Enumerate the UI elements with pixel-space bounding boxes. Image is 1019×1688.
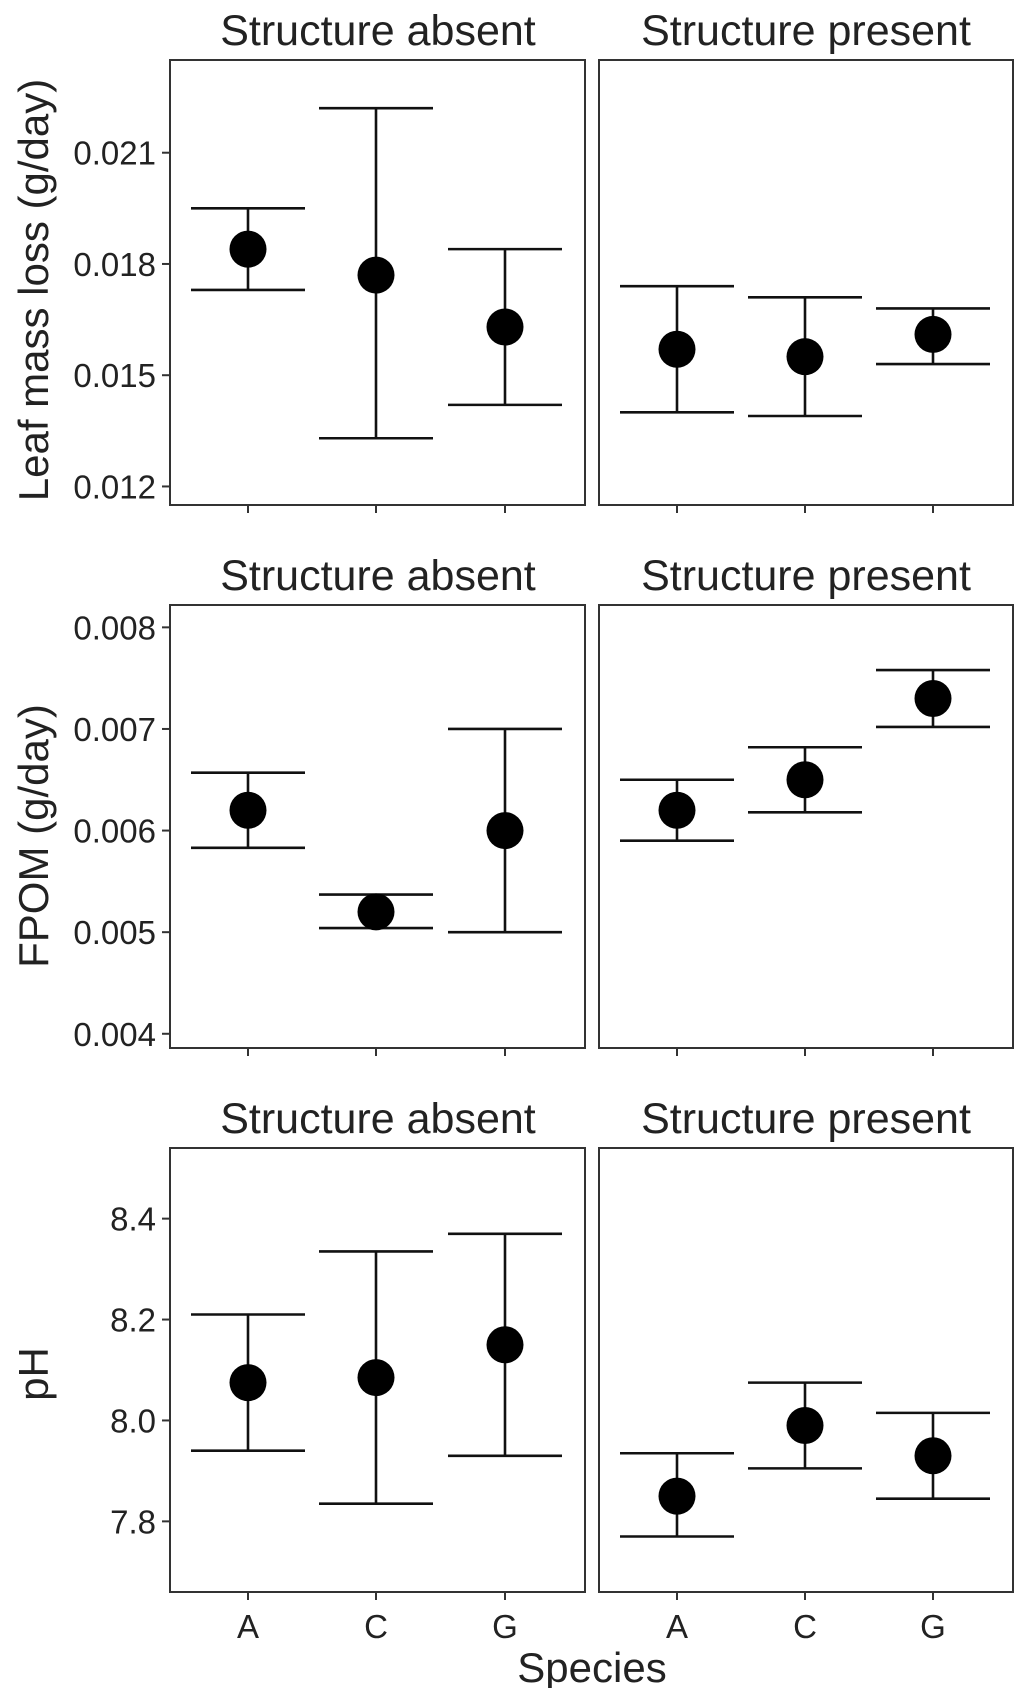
data-point-C [357,256,395,294]
y-axis-row-2: 7.8 8.0 8.2 8.4 [110,1201,170,1540]
panel-fpom-structure-absent: Structure absent [169,552,586,1049]
marks-row-0-panel-1 [620,284,990,513]
x-tick-label: C [364,1608,388,1645]
facet-title: Structure present [641,1095,971,1143]
data-point-C [786,1407,824,1444]
panel-leaf-mass-loss-structure-present: Structure present [598,7,1014,506]
data-point-A [229,230,267,268]
data-point-G [914,679,952,717]
data-point-A [658,791,696,829]
data-point-G [486,812,524,850]
marks-row-0-panel-0 [191,106,562,513]
panel-frame [598,604,1014,1049]
panel-frame [598,59,1014,506]
y-tick-label: 0.007 [73,711,156,748]
data-point-A [229,1364,267,1402]
data-point-C [786,338,824,376]
y-axis-title-leaf-mass-loss: Leaf mass loss (g/day) [10,79,57,502]
y-axis-title-fpom: FPOM (g/day) [10,704,57,968]
y-tick-label: 0.021 [73,135,156,172]
y-tick-label: 0.004 [73,1016,156,1053]
data-point-A [658,1477,696,1515]
y-tick-label: 8.2 [110,1302,156,1339]
facet-title: Structure absent [220,7,536,55]
facet-title: Structure present [641,7,971,55]
data-point-C [786,761,824,799]
y-tick-label: 8.0 [110,1402,156,1439]
panel-fpom-structure-present: Structure present [598,552,1014,1049]
y-axis-row-0: 0.012 0.015 0.018 0.021 [73,135,170,505]
data-point-G [486,1326,524,1364]
data-point-C [357,893,395,931]
y-tick-label: 0.005 [73,914,156,951]
facet-title: Structure present [641,552,971,600]
y-tick-label: 7.8 [110,1503,156,1540]
y-axis-row-1: 0.004 0.005 0.006 0.007 0.008 [73,609,170,1053]
y-tick-label: 0.006 [73,813,156,850]
facet-title: Structure absent [220,552,536,600]
x-tick-label: A [237,1608,259,1645]
y-tick-label: 0.018 [73,246,156,283]
data-point-A [658,330,696,368]
x-tick-label: C [793,1608,817,1645]
panel-ph-structure-present: Structure present [598,1095,1014,1593]
data-point-G [486,308,524,346]
x-tick-label: G [920,1608,946,1645]
data-point-G [914,1437,952,1475]
data-point-C [357,1359,395,1397]
y-axis-title-ph: pH [10,1347,57,1401]
y-tick-label: 8.4 [110,1201,156,1238]
x-tick-label: A [666,1608,688,1645]
y-tick-label: 0.008 [73,609,156,646]
marks-row-1-panel-0 [191,727,562,1056]
x-axis-title: Species [517,1644,666,1688]
data-point-G [914,315,952,353]
data-point-A [229,791,267,829]
marks-row-1-panel-1 [620,668,990,1056]
panel-frame [598,1147,1014,1593]
x-tick-label: G [492,1608,518,1645]
facet-title: Structure absent [220,1095,536,1143]
y-tick-label: 0.012 [73,468,156,505]
chart-marks: 0.012 0.015 0.018 0.021 0.004 0.005 0.006 0.007… [73,106,990,1645]
y-tick-label: 0.015 [73,357,156,394]
